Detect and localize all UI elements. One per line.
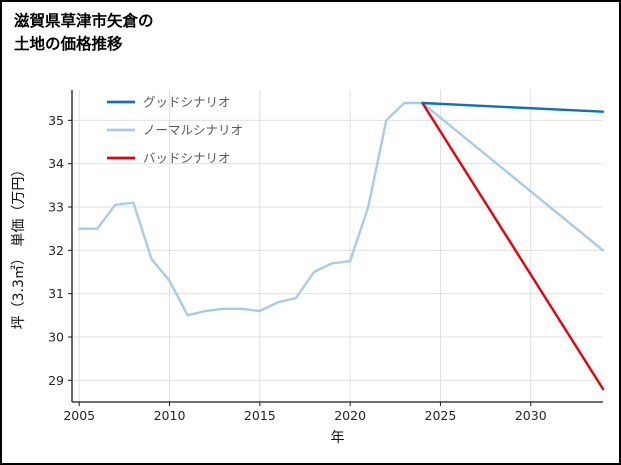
y-tick-label: 35 [48, 113, 64, 128]
series-line-バッドシナリオ [421, 101, 605, 391]
chart-title-line2: 土地の価格推移 [14, 35, 123, 54]
chart-title-line1: 滋賀県草津市矢倉の [14, 12, 154, 30]
y-tick-label: 31 [48, 286, 64, 301]
series-line-ノーマルシナリオ [77, 101, 605, 317]
x-axis-label: 年 [331, 430, 345, 446]
x-tick-label: 2030 [515, 408, 547, 423]
legend-label-グッドシナリオ: グッドシナリオ [143, 95, 231, 110]
x-tick-label: 2015 [244, 408, 276, 423]
x-tick-label: 2010 [154, 408, 186, 423]
y-tick-label: 33 [48, 200, 64, 215]
chart-title: 滋賀県草津市矢倉の 土地の価格推移 [14, 10, 154, 57]
x-tick-label: 2025 [425, 408, 457, 423]
x-tick-label: 2005 [63, 408, 95, 423]
y-tick-label: 29 [48, 373, 64, 388]
y-axis-label: 坪（3.3㎡） 単価（万円） [11, 163, 27, 330]
x-tick-label: 2020 [334, 408, 366, 423]
series-line-グッドシナリオ [421, 101, 605, 113]
y-tick-label: 30 [48, 330, 64, 345]
legend-label-ノーマルシナリオ: ノーマルシナリオ [143, 123, 243, 138]
y-tick-label: 32 [48, 243, 64, 258]
legend-label-バッドシナリオ: バッドシナリオ [143, 151, 231, 166]
y-tick-label: 34 [48, 156, 64, 171]
